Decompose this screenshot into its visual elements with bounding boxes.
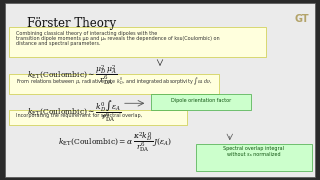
FancyBboxPatch shape [4,3,316,177]
FancyBboxPatch shape [9,110,187,125]
Text: Dipole orientation factor: Dipole orientation factor [171,98,231,103]
FancyBboxPatch shape [196,143,312,171]
Text: distance and spectral parameters.: distance and spectral parameters. [16,41,100,46]
Text: $k_{\mathrm{ET}}(\mathrm{Coulombic}) \sim \dfrac{\mu_D^2\,\mu_A^2}{r_{\mathrm{DA: $k_{\mathrm{ET}}(\mathrm{Coulombic}) \si… [27,62,117,87]
Text: $k_{\mathrm{ET}}(\mathrm{Coulombic}) \sim \dfrac{k_D^0\,\int\varepsilon_A}{r_{\m: $k_{\mathrm{ET}}(\mathrm{Coulombic}) \si… [27,98,122,124]
FancyBboxPatch shape [9,74,219,94]
Text: Spectral overlap integral
without εₐ normalized: Spectral overlap integral without εₐ nor… [223,146,284,158]
Text: transition dipole moments μᴅ and μₐ reveals the dependence of kᴇᴜ(Coulombic) on: transition dipole moments μᴅ and μₐ reve… [16,36,219,41]
Text: GT: GT [294,14,309,24]
Text: From relations between $\mu$, radiative rate $k_D^0$, and integrated absorptivit: From relations between $\mu$, radiative … [16,76,212,87]
FancyBboxPatch shape [151,94,251,110]
Text: Incorporating the requirement for spectral overlap,: Incorporating the requirement for spectr… [16,112,142,118]
FancyBboxPatch shape [9,27,266,57]
Text: Combining classical theory of interacting dipoles with the: Combining classical theory of interactin… [16,31,157,36]
Text: Förster Theory: Förster Theory [27,17,116,30]
Text: $k_{\mathrm{ET}}(\mathrm{Coulombic}) = \alpha\,\dfrac{\kappa^2 k_D^0}{r_{\mathrm: $k_{\mathrm{ET}}(\mathrm{Coulombic}) = \… [59,130,172,154]
